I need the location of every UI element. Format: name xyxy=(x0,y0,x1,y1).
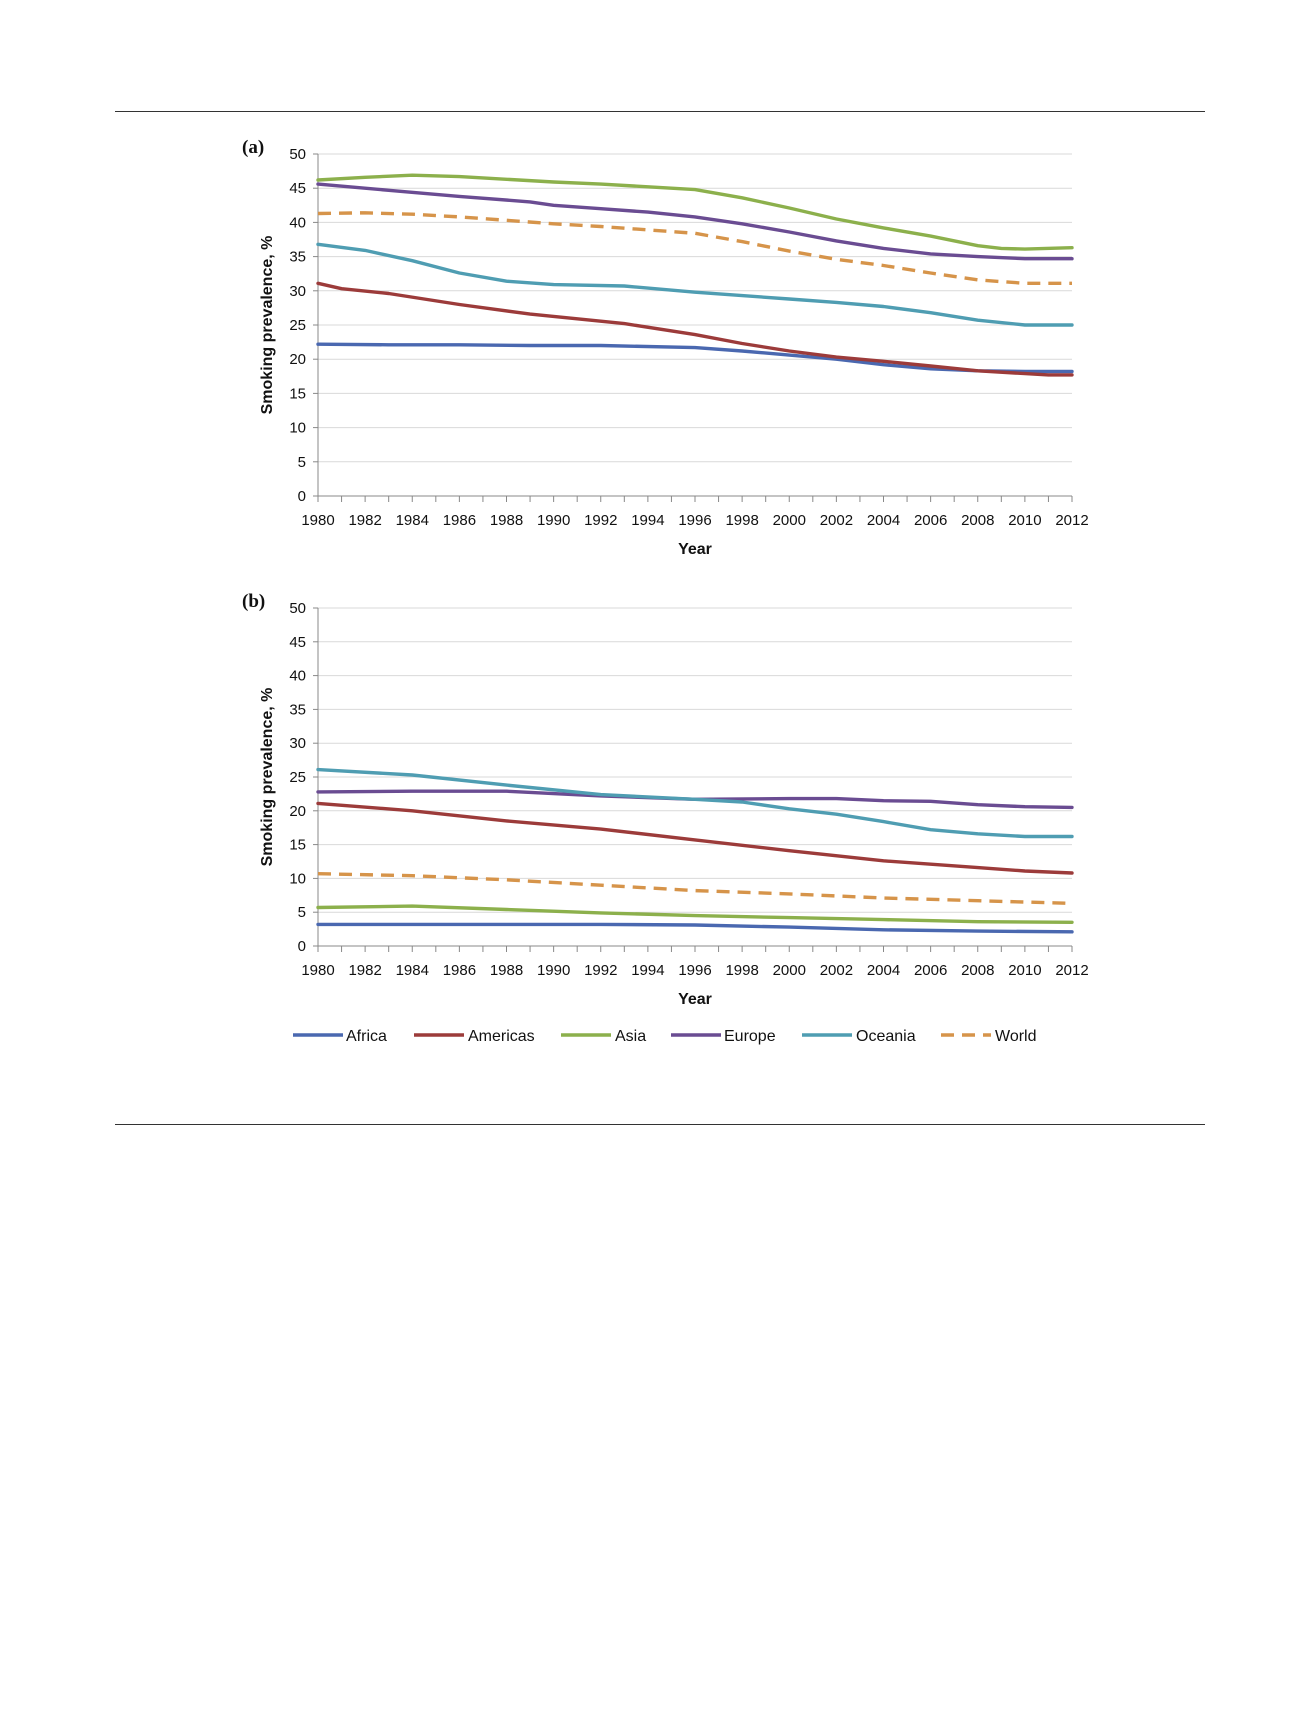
y-axis-title: Smoking prevalence, % xyxy=(259,688,276,867)
series-line-americas xyxy=(316,281,1074,377)
y-tick-label-35: 35 xyxy=(289,701,306,718)
x-tick-label-1990: 1990 xyxy=(537,962,570,979)
y-tick-label-50: 50 xyxy=(289,146,306,163)
series-line-asia xyxy=(316,904,1074,924)
y-tick-label-0: 0 xyxy=(298,938,306,955)
y-tick-label-25: 25 xyxy=(289,317,306,334)
x-axis-title: Year xyxy=(678,541,712,558)
x-tick-label-2008: 2008 xyxy=(961,962,994,979)
x-tick-label-2004: 2004 xyxy=(867,962,900,979)
x-tick-label-1998: 1998 xyxy=(725,962,758,979)
x-tick-label-1988: 1988 xyxy=(490,512,523,529)
y-tick-label-35: 35 xyxy=(289,249,306,266)
series-line-asia xyxy=(316,173,1074,251)
top-divider-rule xyxy=(115,111,1205,112)
y-tick-label-45: 45 xyxy=(289,634,306,651)
x-tick-label-2000: 2000 xyxy=(773,962,806,979)
x-tick-label-2010: 2010 xyxy=(1008,962,1041,979)
series-line-oceania xyxy=(316,767,1074,839)
y-tick-label-15: 15 xyxy=(289,837,306,854)
x-axis-title: Year xyxy=(678,991,712,1008)
legend-label-oceania: Oceania xyxy=(856,1028,916,1045)
series-line-world xyxy=(317,211,1072,285)
x-tick-label-1992: 1992 xyxy=(584,512,617,529)
chart-panel-b: 0 5 10 15 20 25 30 35 40 45 50 1980 1982 1984 1986 1988… xyxy=(242,591,1089,1008)
y-tick-label-40: 40 xyxy=(289,668,306,685)
legend-label-asia: Asia xyxy=(615,1028,646,1045)
x-tick-label-1990: 1990 xyxy=(537,512,570,529)
x-tick-label-2012: 2012 xyxy=(1055,962,1088,979)
panel-label-b: (b) xyxy=(242,591,265,612)
y-tick-label-10: 10 xyxy=(289,870,306,887)
legend-label-americas: Americas xyxy=(468,1028,535,1045)
x-tick-label-2006: 2006 xyxy=(914,962,947,979)
bottom-divider-rule xyxy=(115,1124,1205,1125)
y-tick-label-50: 50 xyxy=(289,600,306,617)
x-tick-label-2000: 2000 xyxy=(773,512,806,529)
x-tick-label-2004: 2004 xyxy=(867,512,900,529)
y-tick-label-40: 40 xyxy=(289,214,306,231)
series-line-europe xyxy=(316,789,1074,810)
series-line-africa xyxy=(316,922,1074,934)
x-tick-label-2002: 2002 xyxy=(820,512,853,529)
x-tick-label-2008: 2008 xyxy=(961,512,994,529)
series-line-europe xyxy=(316,182,1074,261)
chart-legend: Africa Americas Asia Europe Oceania World xyxy=(293,1028,1037,1045)
x-tick-label-1988: 1988 xyxy=(490,962,523,979)
y-tick-label-5: 5 xyxy=(298,904,306,921)
y-tick-label-15: 15 xyxy=(289,385,306,402)
x-tick-label-1980: 1980 xyxy=(301,512,334,529)
x-tick-label-2010: 2010 xyxy=(1008,512,1041,529)
x-tick-label-2006: 2006 xyxy=(914,512,947,529)
x-tick-label-1982: 1982 xyxy=(348,512,381,529)
y-tick-label-20: 20 xyxy=(289,803,306,820)
panel-label-a: (a) xyxy=(242,137,264,158)
chart-panel-a: 0 5 10 15 20 25 30 35 40 45 50 1980 1982 1984 1986 1988… xyxy=(242,137,1089,558)
x-tick-label-1980: 1980 xyxy=(301,962,334,979)
x-tick-label-1984: 1984 xyxy=(396,962,429,979)
y-axis-title: Smoking prevalence, % xyxy=(259,236,276,415)
y-tick-label-0: 0 xyxy=(298,488,306,505)
x-tick-label-2012: 2012 xyxy=(1055,512,1088,529)
y-tick-label-5: 5 xyxy=(298,454,306,471)
x-tick-label-1982: 1982 xyxy=(348,962,381,979)
x-tick-label-1986: 1986 xyxy=(443,512,476,529)
legend-label-europe: Europe xyxy=(724,1028,776,1045)
y-tick-label-45: 45 xyxy=(289,180,306,197)
x-tick-label-1994: 1994 xyxy=(631,512,664,529)
y-tick-label-30: 30 xyxy=(289,735,306,752)
x-tick-label-1994: 1994 xyxy=(631,962,664,979)
x-tick-label-1984: 1984 xyxy=(396,512,429,529)
legend-label-world: World xyxy=(995,1028,1037,1045)
y-tick-label-30: 30 xyxy=(289,283,306,300)
x-tick-label-1996: 1996 xyxy=(678,962,711,979)
series-line-oceania xyxy=(316,242,1074,327)
x-tick-label-1998: 1998 xyxy=(725,512,758,529)
y-tick-label-25: 25 xyxy=(289,769,306,786)
series-line-americas xyxy=(316,801,1074,875)
legend-label-africa: Africa xyxy=(346,1028,387,1045)
x-tick-label-1986: 1986 xyxy=(443,962,476,979)
x-tick-label-1996: 1996 xyxy=(678,512,711,529)
x-tick-label-1992: 1992 xyxy=(584,962,617,979)
y-tick-label-20: 20 xyxy=(289,351,306,368)
x-tick-label-2002: 2002 xyxy=(820,962,853,979)
y-tick-label-10: 10 xyxy=(289,420,306,437)
